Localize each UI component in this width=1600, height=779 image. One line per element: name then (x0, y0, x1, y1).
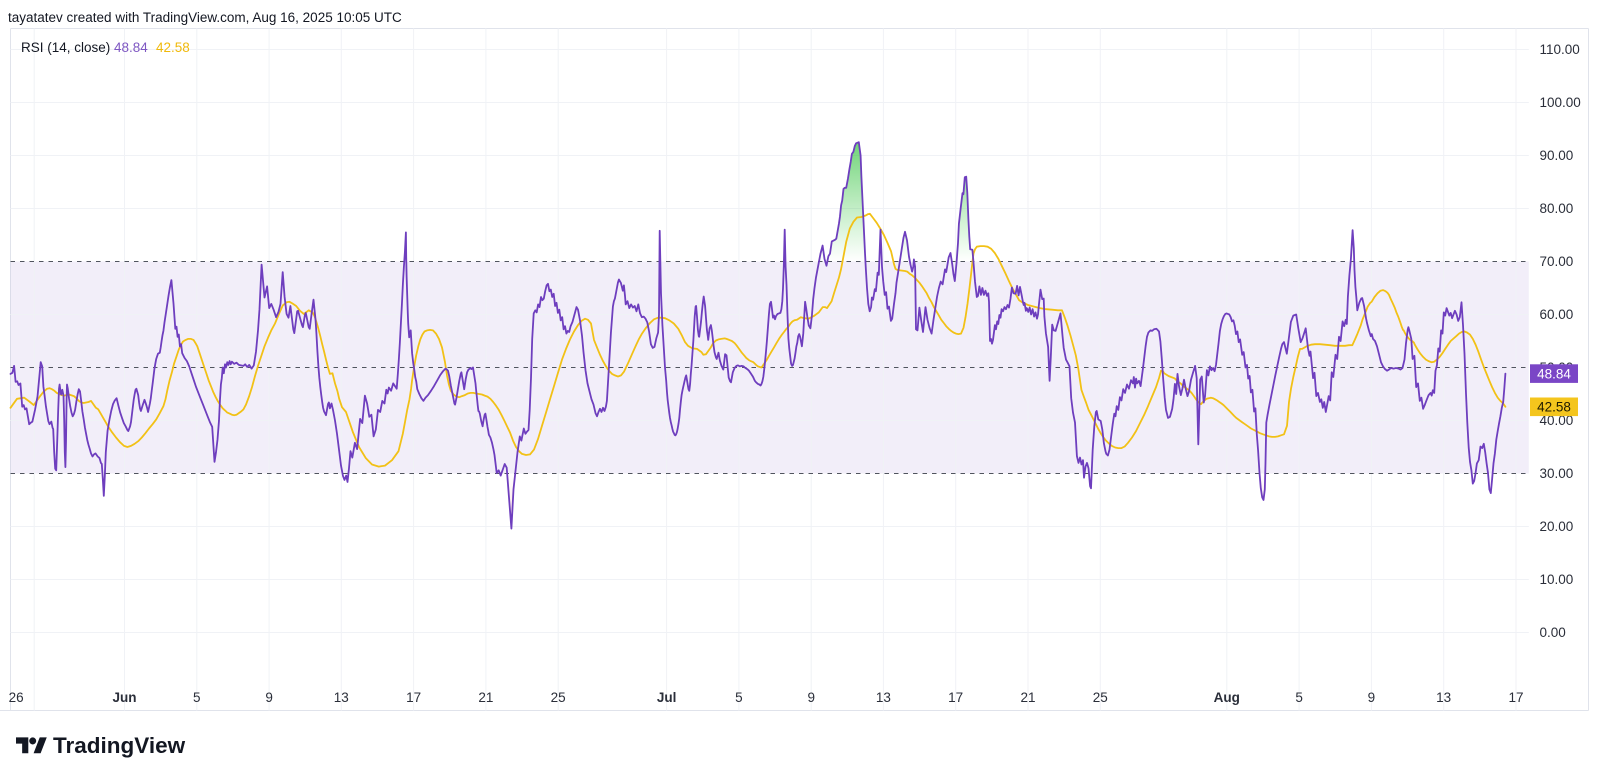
svg-text:RSI (14, close): RSI (14, close) (21, 40, 110, 55)
svg-text:5: 5 (735, 690, 743, 705)
svg-text:25: 25 (1093, 690, 1108, 705)
svg-text:21: 21 (478, 690, 493, 705)
svg-text:48.84: 48.84 (1537, 366, 1571, 381)
svg-text:17: 17 (1508, 690, 1523, 705)
svg-text:9: 9 (1368, 690, 1376, 705)
svg-text:5: 5 (1295, 690, 1303, 705)
svg-text:48.84: 48.84 (114, 40, 148, 55)
svg-text:5: 5 (193, 690, 201, 705)
svg-text:Jul: Jul (657, 690, 677, 705)
svg-text:13: 13 (334, 690, 349, 705)
svg-text:42.58: 42.58 (156, 40, 190, 55)
svg-text:90.00: 90.00 (1540, 148, 1574, 163)
svg-text:tayatatev created with Trading: tayatatev created with TradingView.com, … (8, 10, 402, 25)
svg-text:80.00: 80.00 (1540, 201, 1574, 216)
svg-text:42.58: 42.58 (1537, 400, 1571, 415)
svg-text:21: 21 (1020, 690, 1035, 705)
svg-text:13: 13 (876, 690, 891, 705)
svg-text:100.00: 100.00 (1540, 95, 1581, 110)
svg-text:30.00: 30.00 (1540, 466, 1574, 481)
svg-text:17: 17 (948, 690, 963, 705)
svg-text:17: 17 (406, 690, 421, 705)
svg-text:40.00: 40.00 (1540, 413, 1574, 428)
svg-text:70.00: 70.00 (1540, 254, 1574, 269)
svg-text:20.00: 20.00 (1540, 519, 1574, 534)
svg-text:Jun: Jun (112, 690, 136, 705)
svg-text:26: 26 (9, 690, 24, 705)
svg-text:13: 13 (1436, 690, 1451, 705)
svg-text:9: 9 (807, 690, 815, 705)
svg-text:TradingView: TradingView (53, 733, 186, 758)
svg-text:9: 9 (265, 690, 273, 705)
svg-text:0.00: 0.00 (1540, 625, 1566, 640)
svg-text:Aug: Aug (1214, 690, 1240, 705)
svg-text:25: 25 (551, 690, 566, 705)
svg-text:10.00: 10.00 (1540, 572, 1574, 587)
svg-text:110.00: 110.00 (1540, 42, 1580, 57)
svg-text:60.00: 60.00 (1540, 307, 1574, 322)
